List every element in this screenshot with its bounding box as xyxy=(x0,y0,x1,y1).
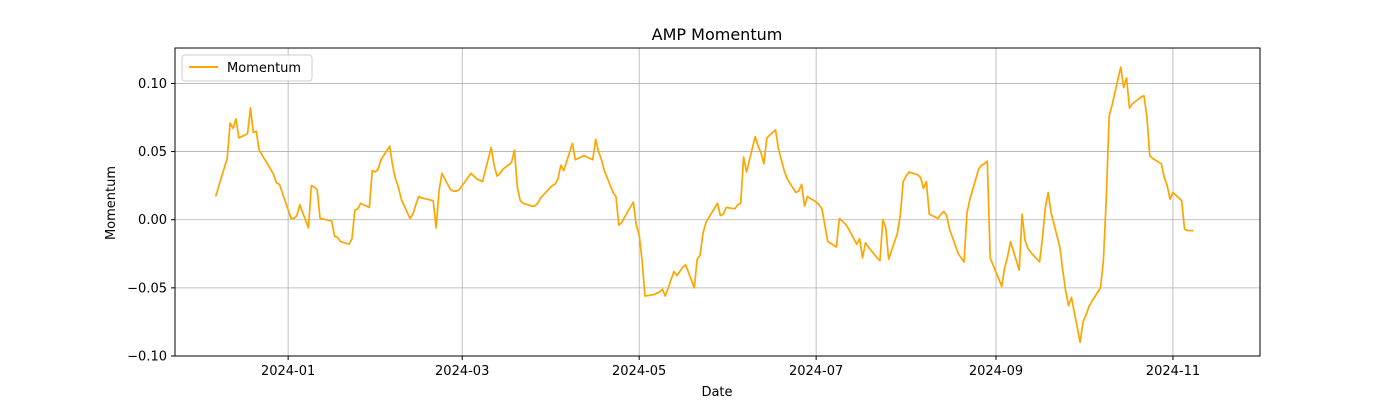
x-axis-label: Date xyxy=(701,385,732,400)
x-tick-label: 2024-03 xyxy=(435,364,489,379)
x-tick-label: 2024-11 xyxy=(1146,364,1200,379)
legend-box xyxy=(181,54,313,82)
plot-frame xyxy=(174,47,1261,357)
series-layer xyxy=(214,66,1194,344)
series-line-momentum xyxy=(214,66,1194,344)
chart-title: AMP Momentum xyxy=(652,25,783,44)
x-tick-label: 2024-07 xyxy=(789,364,843,379)
x-tick-label: 2024-05 xyxy=(612,364,666,379)
x-tick-label: 2024-09 xyxy=(969,364,1023,379)
legend: Momentum xyxy=(181,54,313,82)
y-tick-label: −0.05 xyxy=(127,281,167,296)
x-ticks: 2024-01 2024-03 2024-05 2024-07 2024-09 2024-… xyxy=(261,356,1200,379)
x-tick-label: 2024-01 xyxy=(261,364,315,379)
y-axis-label: Momentum xyxy=(104,166,119,240)
y-tick-label: 0.10 xyxy=(138,77,167,92)
y-ticks: 0.10 0.05 0.00 −0.05 −0.10 xyxy=(127,77,175,365)
legend-label-momentum: Momentum xyxy=(227,61,301,76)
y-tick-label: 0.00 xyxy=(138,213,167,228)
y-tick-label: 0.05 xyxy=(138,145,167,160)
y-tick-label: −0.10 xyxy=(127,350,167,365)
